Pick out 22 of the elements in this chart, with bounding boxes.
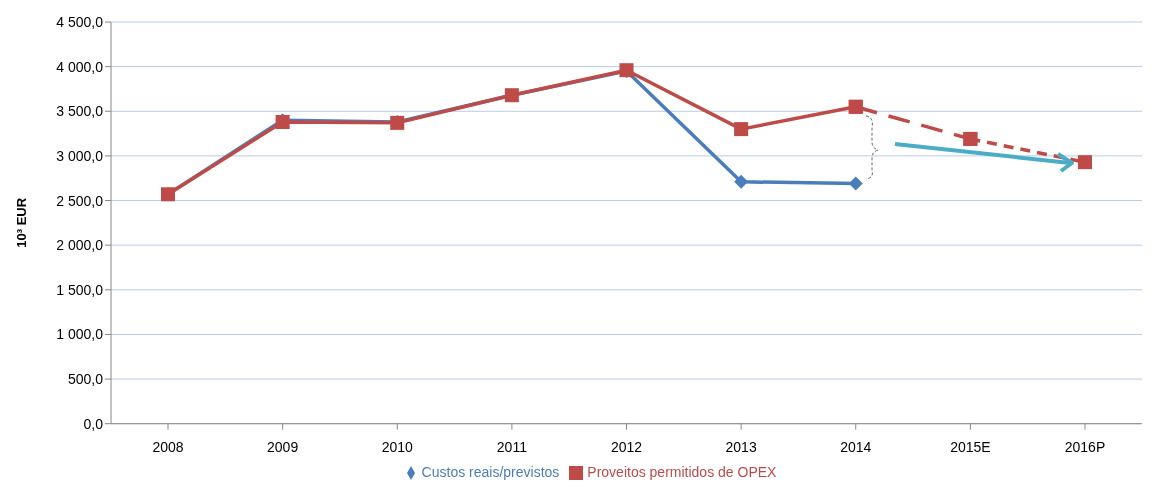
x-tick-label: 2015E — [950, 438, 991, 455]
y-tick-label: 500,0 — [67, 371, 104, 388]
x-tick-label: 2013 — [725, 438, 757, 455]
x-tick-label: 2009 — [267, 438, 299, 455]
legend-label: Proveitos permitidos de OPEX — [587, 463, 777, 480]
x-tick-label: 2016P — [1064, 438, 1106, 455]
x-tick-label: 2010 — [381, 438, 414, 455]
y-axis-title: 10³ EUR — [13, 197, 29, 248]
y-tick-label: 2 000,0 — [56, 237, 104, 254]
x-tick-label: 2014 — [840, 438, 872, 455]
y-tick-label: 2 500,0 — [56, 192, 104, 209]
y-tick-label: 1 000,0 — [56, 326, 104, 343]
y-tick-label: 3 000,0 — [56, 147, 104, 164]
y-tick-label: 4 500,0 — [56, 13, 104, 30]
legend-label: Custos reais/previstos — [421, 463, 560, 480]
y-tick-label: 3 500,0 — [56, 103, 104, 120]
x-tick-label: 2012 — [610, 438, 643, 455]
x-tick-label: 2011 — [496, 438, 528, 455]
x-tick-label: 2008 — [152, 438, 184, 455]
y-tick-label: 0,0 — [83, 415, 104, 432]
y-tick-label: 4 000,0 — [56, 58, 104, 75]
y-tick-label: 1 500,0 — [56, 281, 104, 298]
